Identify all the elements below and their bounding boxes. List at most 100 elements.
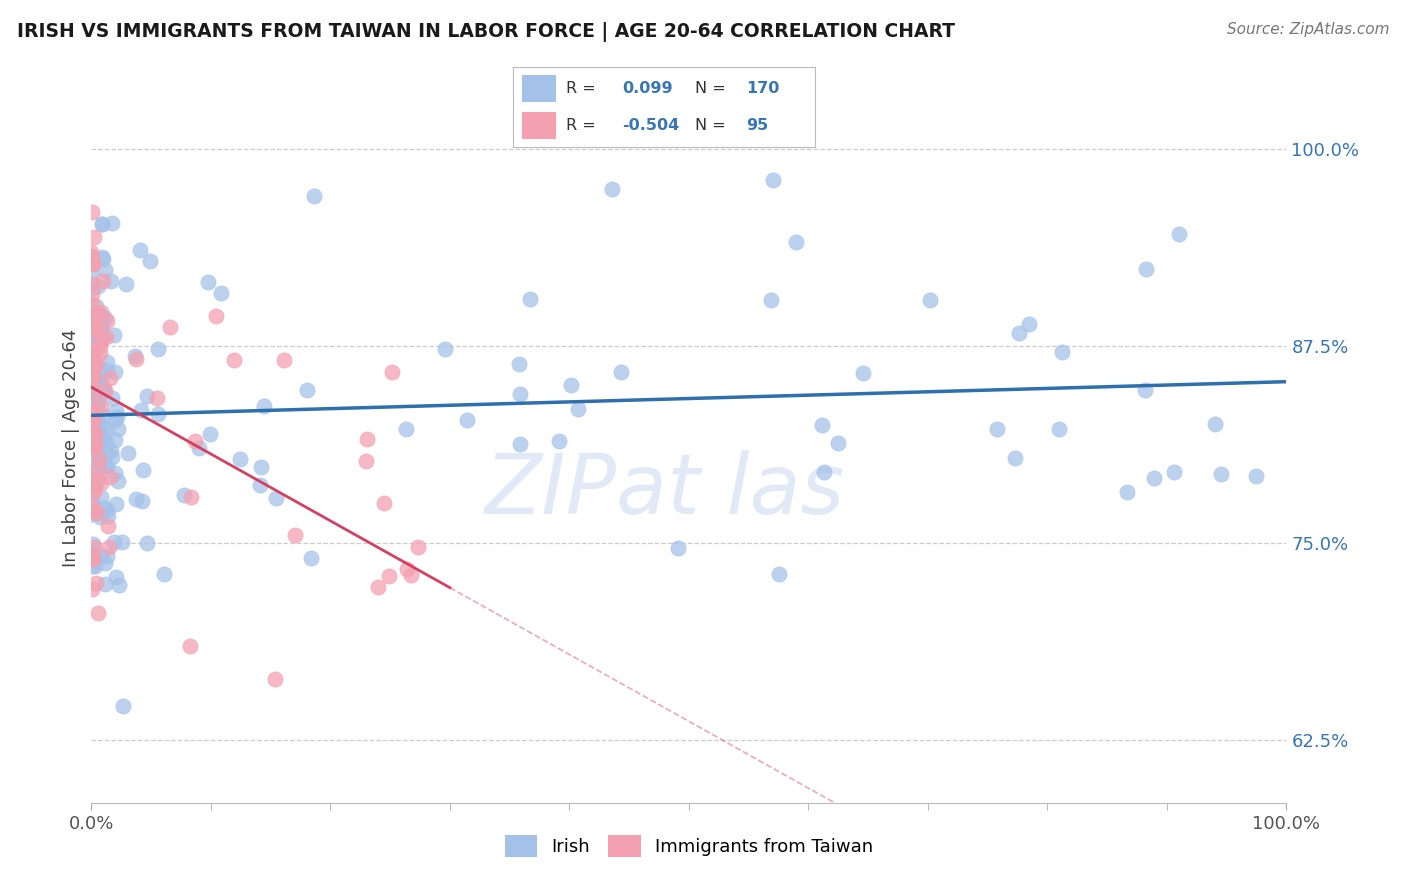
Text: IRISH VS IMMIGRANTS FROM TAIWAN IN LABOR FORCE | AGE 20-64 CORRELATION CHART: IRISH VS IMMIGRANTS FROM TAIWAN IN LABOR…: [17, 22, 955, 42]
Point: [83, 403, 105, 417]
Text: 95: 95: [747, 118, 768, 133]
Point: [105, 570, 128, 584]
Point: [80, 437, 103, 451]
Point: [356, 433, 378, 447]
Point: [82, 406, 104, 420]
Point: [90, 457, 112, 471]
Point: [90, 217, 112, 231]
Point: [94, 263, 117, 277]
Point: [395, 562, 418, 576]
Point: [179, 639, 201, 653]
Point: [86, 386, 108, 401]
Point: [91, 365, 114, 379]
Point: [80, 507, 103, 521]
Point: [97, 519, 120, 533]
Point: [96, 446, 118, 460]
Point: [91, 332, 114, 346]
Point: [93, 252, 115, 267]
Point: [82, 350, 104, 364]
Point: [82, 315, 104, 329]
Point: [395, 422, 418, 436]
Point: [117, 446, 139, 460]
Point: [104, 404, 127, 418]
Point: [80, 366, 103, 380]
Point: [80, 351, 103, 365]
FancyBboxPatch shape: [522, 75, 555, 103]
Point: [1133, 383, 1156, 397]
Point: [519, 292, 541, 306]
Point: [918, 293, 941, 308]
Point: [83, 541, 105, 555]
Point: [94, 434, 117, 449]
Point: [253, 399, 276, 413]
Point: [83, 405, 105, 419]
Point: [180, 490, 202, 504]
Point: [90, 490, 112, 504]
Point: [197, 276, 219, 290]
Point: [406, 541, 429, 555]
Point: [100, 444, 122, 458]
Point: [82, 388, 104, 402]
Text: -0.504: -0.504: [621, 118, 679, 133]
Point: [82, 311, 104, 326]
Point: [80, 582, 103, 596]
Point: [229, 451, 252, 466]
Point: [103, 534, 125, 549]
Point: [80, 318, 103, 332]
Point: [146, 342, 169, 356]
Point: [94, 556, 117, 570]
Point: [547, 434, 569, 448]
Point: [89, 509, 111, 524]
Point: [87, 279, 110, 293]
Point: [198, 427, 221, 442]
Point: [80, 343, 103, 357]
Point: [82, 257, 104, 271]
Point: [560, 378, 582, 392]
Point: [84, 322, 107, 336]
Point: [101, 450, 124, 464]
Point: [354, 454, 377, 468]
Point: [159, 320, 181, 334]
Point: [94, 384, 117, 398]
Point: [91, 433, 114, 447]
Point: [83, 440, 105, 454]
Point: [146, 391, 169, 405]
Point: [666, 541, 689, 555]
Point: [82, 559, 104, 574]
Point: [129, 243, 152, 257]
Point: [80, 368, 103, 383]
Point: [302, 189, 325, 203]
Point: [759, 293, 782, 307]
Point: [83, 475, 105, 490]
Point: [153, 567, 176, 582]
Point: [90, 333, 112, 347]
Point: [96, 355, 118, 369]
Point: [82, 474, 104, 488]
Point: [434, 342, 457, 356]
Point: [146, 407, 169, 421]
Point: [136, 389, 159, 403]
Point: [93, 384, 115, 398]
Point: [1209, 467, 1232, 482]
Point: [80, 387, 103, 401]
Point: [83, 390, 105, 404]
Point: [83, 438, 105, 452]
Point: [273, 353, 295, 368]
Point: [98, 370, 121, 384]
Point: [250, 460, 273, 475]
Point: [90, 305, 112, 319]
Point: [82, 412, 104, 426]
Point: [80, 494, 103, 508]
Point: [1135, 261, 1157, 276]
Point: [80, 418, 103, 433]
Point: [1115, 484, 1137, 499]
Point: [107, 474, 129, 488]
Point: [96, 314, 118, 328]
Legend: Irish, Immigrants from Taiwan: Irish, Immigrants from Taiwan: [498, 828, 880, 864]
Point: [1004, 450, 1026, 465]
Point: [80, 251, 103, 265]
Point: [90, 322, 112, 336]
Text: R =: R =: [567, 118, 596, 133]
Point: [86, 399, 108, 413]
Point: [84, 426, 107, 441]
